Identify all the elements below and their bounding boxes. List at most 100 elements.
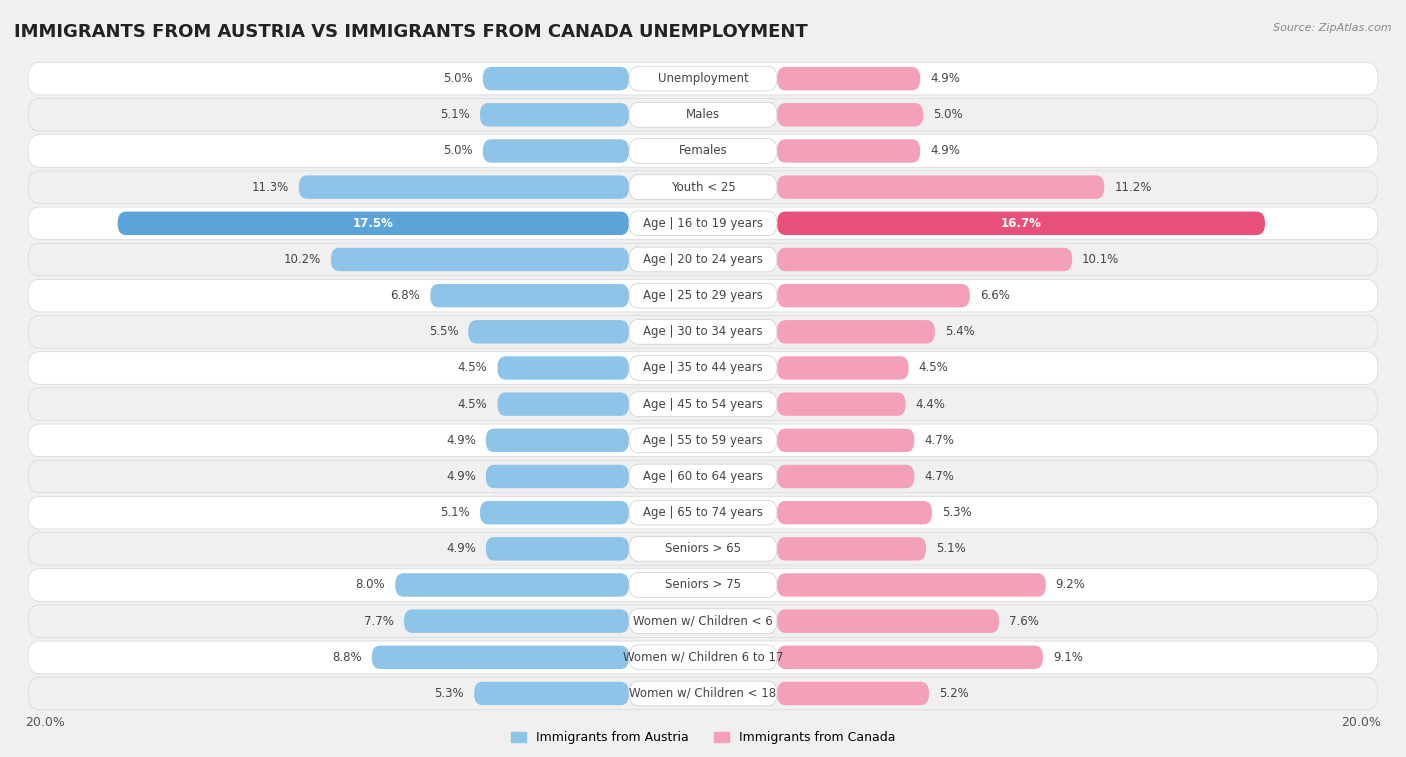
FancyBboxPatch shape <box>28 569 1378 601</box>
Text: Age | 25 to 29 years: Age | 25 to 29 years <box>643 289 763 302</box>
Text: Youth < 25: Youth < 25 <box>671 181 735 194</box>
Text: 5.0%: 5.0% <box>443 72 472 85</box>
FancyBboxPatch shape <box>482 67 628 90</box>
Text: 10.1%: 10.1% <box>1083 253 1119 266</box>
FancyBboxPatch shape <box>778 573 1046 597</box>
Text: 5.0%: 5.0% <box>443 145 472 157</box>
FancyBboxPatch shape <box>28 388 1378 420</box>
FancyBboxPatch shape <box>778 428 914 452</box>
FancyBboxPatch shape <box>371 646 628 669</box>
Text: 6.8%: 6.8% <box>391 289 420 302</box>
FancyBboxPatch shape <box>628 681 778 706</box>
FancyBboxPatch shape <box>28 605 1378 637</box>
FancyBboxPatch shape <box>778 465 914 488</box>
FancyBboxPatch shape <box>778 67 921 90</box>
Text: 6.6%: 6.6% <box>980 289 1010 302</box>
Text: 4.7%: 4.7% <box>924 434 955 447</box>
FancyBboxPatch shape <box>778 284 970 307</box>
FancyBboxPatch shape <box>474 682 628 706</box>
FancyBboxPatch shape <box>485 465 628 488</box>
FancyBboxPatch shape <box>778 139 921 163</box>
Text: 9.1%: 9.1% <box>1053 651 1083 664</box>
Text: Age | 55 to 59 years: Age | 55 to 59 years <box>643 434 763 447</box>
Text: Age | 16 to 19 years: Age | 16 to 19 years <box>643 217 763 230</box>
Text: Women w/ Children < 18: Women w/ Children < 18 <box>630 687 776 700</box>
Text: 8.8%: 8.8% <box>332 651 361 664</box>
FancyBboxPatch shape <box>28 279 1378 312</box>
Text: Unemployment: Unemployment <box>658 72 748 85</box>
Text: 5.2%: 5.2% <box>939 687 969 700</box>
Text: 5.3%: 5.3% <box>434 687 464 700</box>
FancyBboxPatch shape <box>28 533 1378 565</box>
Text: 4.5%: 4.5% <box>918 362 948 375</box>
Text: 5.3%: 5.3% <box>942 506 972 519</box>
Text: 5.1%: 5.1% <box>936 542 966 556</box>
FancyBboxPatch shape <box>778 501 932 525</box>
Legend: Immigrants from Austria, Immigrants from Canada: Immigrants from Austria, Immigrants from… <box>510 731 896 744</box>
FancyBboxPatch shape <box>28 98 1378 131</box>
FancyBboxPatch shape <box>28 678 1378 710</box>
FancyBboxPatch shape <box>28 243 1378 276</box>
Text: Women w/ Children 6 to 17: Women w/ Children 6 to 17 <box>623 651 783 664</box>
FancyBboxPatch shape <box>628 102 778 127</box>
Text: Seniors > 65: Seniors > 65 <box>665 542 741 556</box>
FancyBboxPatch shape <box>485 428 628 452</box>
FancyBboxPatch shape <box>28 352 1378 385</box>
FancyBboxPatch shape <box>498 357 628 380</box>
Text: 7.6%: 7.6% <box>1010 615 1039 628</box>
FancyBboxPatch shape <box>28 497 1378 529</box>
FancyBboxPatch shape <box>479 103 628 126</box>
FancyBboxPatch shape <box>628 319 778 344</box>
FancyBboxPatch shape <box>628 464 778 489</box>
FancyBboxPatch shape <box>298 176 628 199</box>
FancyBboxPatch shape <box>28 641 1378 674</box>
FancyBboxPatch shape <box>778 212 1265 235</box>
FancyBboxPatch shape <box>628 283 778 308</box>
Text: 4.9%: 4.9% <box>931 145 960 157</box>
Text: 4.5%: 4.5% <box>458 362 488 375</box>
Text: 4.9%: 4.9% <box>446 434 475 447</box>
FancyBboxPatch shape <box>778 646 1043 669</box>
Text: 4.9%: 4.9% <box>931 72 960 85</box>
Text: IMMIGRANTS FROM AUSTRIA VS IMMIGRANTS FROM CANADA UNEMPLOYMENT: IMMIGRANTS FROM AUSTRIA VS IMMIGRANTS FR… <box>14 23 808 41</box>
FancyBboxPatch shape <box>778 103 924 126</box>
Text: Females: Females <box>679 145 727 157</box>
FancyBboxPatch shape <box>404 609 628 633</box>
FancyBboxPatch shape <box>778 176 1104 199</box>
FancyBboxPatch shape <box>628 139 778 164</box>
Text: Age | 30 to 34 years: Age | 30 to 34 years <box>643 326 763 338</box>
FancyBboxPatch shape <box>28 460 1378 493</box>
FancyBboxPatch shape <box>778 682 929 706</box>
Text: 9.2%: 9.2% <box>1056 578 1085 591</box>
FancyBboxPatch shape <box>628 572 778 597</box>
Text: Source: ZipAtlas.com: Source: ZipAtlas.com <box>1274 23 1392 33</box>
Text: 5.1%: 5.1% <box>440 506 470 519</box>
FancyBboxPatch shape <box>778 537 927 560</box>
Text: 4.4%: 4.4% <box>915 397 945 410</box>
Text: 4.5%: 4.5% <box>458 397 488 410</box>
FancyBboxPatch shape <box>628 645 778 670</box>
Text: 11.3%: 11.3% <box>252 181 288 194</box>
Text: 7.7%: 7.7% <box>364 615 394 628</box>
FancyBboxPatch shape <box>628 211 778 235</box>
Text: Seniors > 75: Seniors > 75 <box>665 578 741 591</box>
FancyBboxPatch shape <box>479 501 628 525</box>
FancyBboxPatch shape <box>482 139 628 163</box>
FancyBboxPatch shape <box>778 609 1000 633</box>
FancyBboxPatch shape <box>628 175 778 200</box>
FancyBboxPatch shape <box>628 428 778 453</box>
FancyBboxPatch shape <box>468 320 628 344</box>
Text: 8.0%: 8.0% <box>356 578 385 591</box>
Text: Males: Males <box>686 108 720 121</box>
Text: Age | 45 to 54 years: Age | 45 to 54 years <box>643 397 763 410</box>
FancyBboxPatch shape <box>28 424 1378 456</box>
Text: 4.9%: 4.9% <box>446 542 475 556</box>
Text: 5.1%: 5.1% <box>440 108 470 121</box>
Text: 5.5%: 5.5% <box>429 326 458 338</box>
Text: Age | 35 to 44 years: Age | 35 to 44 years <box>643 362 763 375</box>
FancyBboxPatch shape <box>118 212 628 235</box>
Text: 11.2%: 11.2% <box>1114 181 1152 194</box>
FancyBboxPatch shape <box>778 248 1073 271</box>
FancyBboxPatch shape <box>485 537 628 560</box>
FancyBboxPatch shape <box>430 284 628 307</box>
